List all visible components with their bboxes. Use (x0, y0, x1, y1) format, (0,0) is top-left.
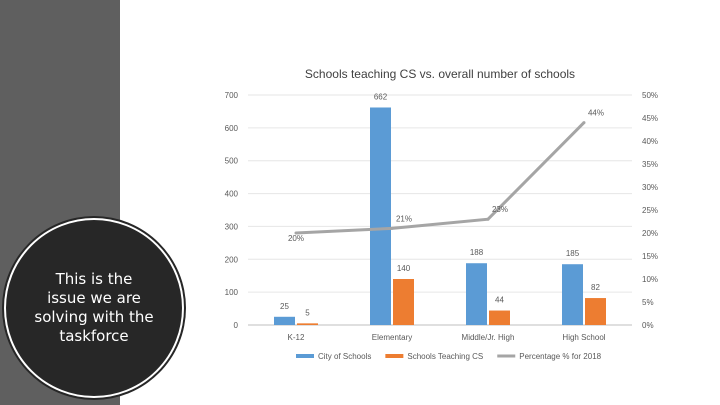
bar-data-label: 44 (495, 296, 504, 305)
line-series (295, 121, 586, 235)
callout-text: This is the issue we are solving with th… (34, 270, 154, 345)
left-tick-label: 500 (225, 157, 239, 166)
category-labels: K-12 Elementary Middle/Jr. High High School (288, 333, 606, 342)
line-data-label: 20% (288, 234, 304, 243)
left-tick-label: 400 (225, 190, 239, 199)
bar (393, 279, 414, 325)
left-tick-label: 300 (225, 222, 239, 231)
bar-data-label: 185 (566, 249, 580, 258)
line-point (582, 121, 586, 125)
line-point (294, 231, 298, 235)
line-point (486, 217, 490, 221)
right-tick-label: 30% (642, 183, 658, 192)
right-tick-label: 15% (642, 252, 658, 261)
bar-data-label: 140 (397, 264, 411, 273)
bar (489, 310, 510, 325)
bar (585, 298, 606, 325)
bar-data-label: 188 (470, 248, 484, 257)
line-data-label: 44% (588, 109, 604, 118)
line-data-label: 21% (396, 214, 412, 223)
left-tick-label: 100 (225, 288, 239, 297)
percentage-line: 20% 21% 23% 44% (288, 109, 604, 243)
right-tick-label: 40% (642, 137, 658, 146)
bar (274, 316, 295, 325)
line-point (390, 226, 394, 230)
left-tick-label: 0 (234, 321, 239, 330)
callout-circle: This is the issue we are solving with th… (4, 218, 184, 398)
right-tick-label: 20% (642, 229, 658, 238)
bars: 25 5 662 140 188 44 185 82 (274, 92, 606, 325)
right-tick-label: 45% (642, 114, 658, 123)
bar-data-label: 25 (280, 302, 289, 311)
legend-swatch (296, 354, 314, 358)
left-tick-label: 600 (225, 124, 239, 133)
chart-title: Schools teaching CS vs. overall number o… (305, 67, 575, 81)
bar (562, 264, 583, 325)
line-data-label: 23% (492, 205, 508, 214)
right-tick-label: 10% (642, 275, 658, 284)
right-tick-label: 50% (642, 91, 658, 100)
category-label: High School (562, 333, 605, 342)
left-tick-label: 700 (225, 91, 239, 100)
right-tick-label: 25% (642, 206, 658, 215)
legend: City of Schools Schools Teaching CS Percen… (296, 352, 602, 361)
legend-label: City of Schools (318, 352, 371, 361)
right-tick-label: 0% (642, 321, 654, 330)
bar (297, 323, 318, 325)
right-tick-label: 35% (642, 160, 658, 169)
category-label: Middle/Jr. High (462, 333, 515, 342)
right-axis: 0% 5% 10% 15% 20% 25% 30% 35% 40% 45% 50% (642, 91, 658, 330)
left-tick-label: 200 (225, 255, 239, 264)
bar-data-label: 662 (374, 92, 388, 101)
legend-swatch (385, 354, 404, 358)
bar-data-label: 5 (305, 308, 310, 317)
bar (370, 107, 391, 325)
bar (466, 263, 487, 325)
legend-label: Percentage % for 2018 (519, 352, 601, 361)
bar-data-label: 82 (591, 283, 600, 292)
category-label: K-12 (288, 333, 305, 342)
left-axis: 0 100 200 300 400 500 600 700 (225, 91, 239, 330)
category-label: Elementary (372, 333, 412, 342)
right-tick-label: 5% (642, 298, 654, 307)
legend-label: Schools Teaching CS (407, 352, 483, 361)
